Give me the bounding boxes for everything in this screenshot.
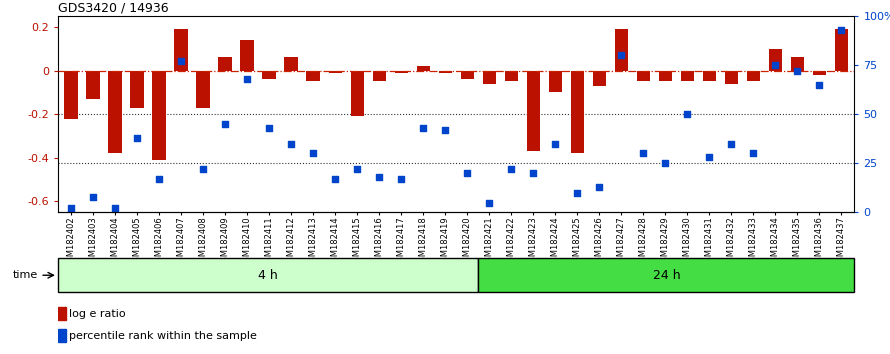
Bar [351, 70, 364, 116]
Bar [328, 70, 342, 73]
Point [724, 141, 739, 147]
Bar [835, 29, 848, 70]
Text: percentile rank within the sample: percentile rank within the sample [69, 331, 257, 341]
Bar [636, 70, 650, 81]
Point [174, 58, 188, 64]
Bar [58, 330, 66, 342]
Point [394, 176, 409, 182]
Bar [58, 307, 66, 320]
Bar [813, 70, 826, 75]
Point [636, 150, 651, 156]
Text: time: time [12, 270, 38, 280]
Bar [285, 57, 297, 70]
Bar [570, 70, 584, 153]
Bar [747, 70, 760, 81]
Bar [152, 70, 166, 160]
Point [152, 176, 166, 182]
Point [86, 194, 101, 200]
Point [614, 52, 628, 58]
Point [746, 150, 760, 156]
Point [680, 111, 694, 117]
Bar [615, 29, 627, 70]
Bar [86, 70, 100, 99]
Point [64, 206, 78, 211]
Point [416, 125, 430, 131]
Text: GDS3420 / 14936: GDS3420 / 14936 [58, 2, 168, 15]
Point [284, 141, 298, 147]
Bar [790, 57, 804, 70]
Point [592, 184, 606, 190]
Point [306, 150, 320, 156]
FancyBboxPatch shape [478, 258, 854, 292]
Bar [548, 70, 562, 92]
Bar [64, 70, 77, 119]
Bar [769, 48, 781, 70]
Bar [109, 70, 122, 153]
Bar [197, 70, 210, 108]
Point [218, 121, 232, 127]
Point [240, 76, 255, 82]
Bar [131, 70, 143, 108]
Bar [174, 29, 188, 70]
Bar [593, 70, 606, 86]
Bar [724, 70, 738, 84]
Bar [394, 70, 408, 73]
Point [570, 190, 584, 195]
Bar [681, 70, 694, 81]
Bar [702, 70, 716, 81]
Point [108, 206, 122, 211]
Point [328, 176, 343, 182]
Bar [482, 70, 496, 84]
Point [504, 166, 518, 172]
FancyBboxPatch shape [58, 258, 478, 292]
Point [526, 170, 540, 176]
Bar [240, 40, 254, 70]
Point [658, 160, 672, 166]
Bar [505, 70, 518, 81]
Bar [417, 66, 430, 70]
Bar [218, 57, 231, 70]
Point [372, 174, 386, 180]
Text: 24 h: 24 h [652, 269, 680, 282]
Bar [263, 70, 276, 79]
Point [438, 127, 452, 133]
Bar [527, 70, 539, 151]
Point [834, 27, 848, 33]
Point [196, 166, 210, 172]
Point [482, 200, 497, 205]
Point [262, 125, 276, 131]
Bar [373, 70, 385, 81]
Bar [439, 70, 452, 73]
Point [130, 135, 144, 141]
Point [548, 141, 562, 147]
Bar [460, 70, 473, 79]
Point [460, 170, 474, 176]
Bar [659, 70, 672, 81]
Text: log e ratio: log e ratio [69, 309, 125, 319]
Bar [306, 70, 320, 81]
Point [790, 68, 805, 74]
Point [702, 155, 716, 160]
Point [812, 82, 826, 87]
Point [350, 166, 364, 172]
Point [768, 62, 782, 68]
Text: 4 h: 4 h [258, 269, 278, 282]
